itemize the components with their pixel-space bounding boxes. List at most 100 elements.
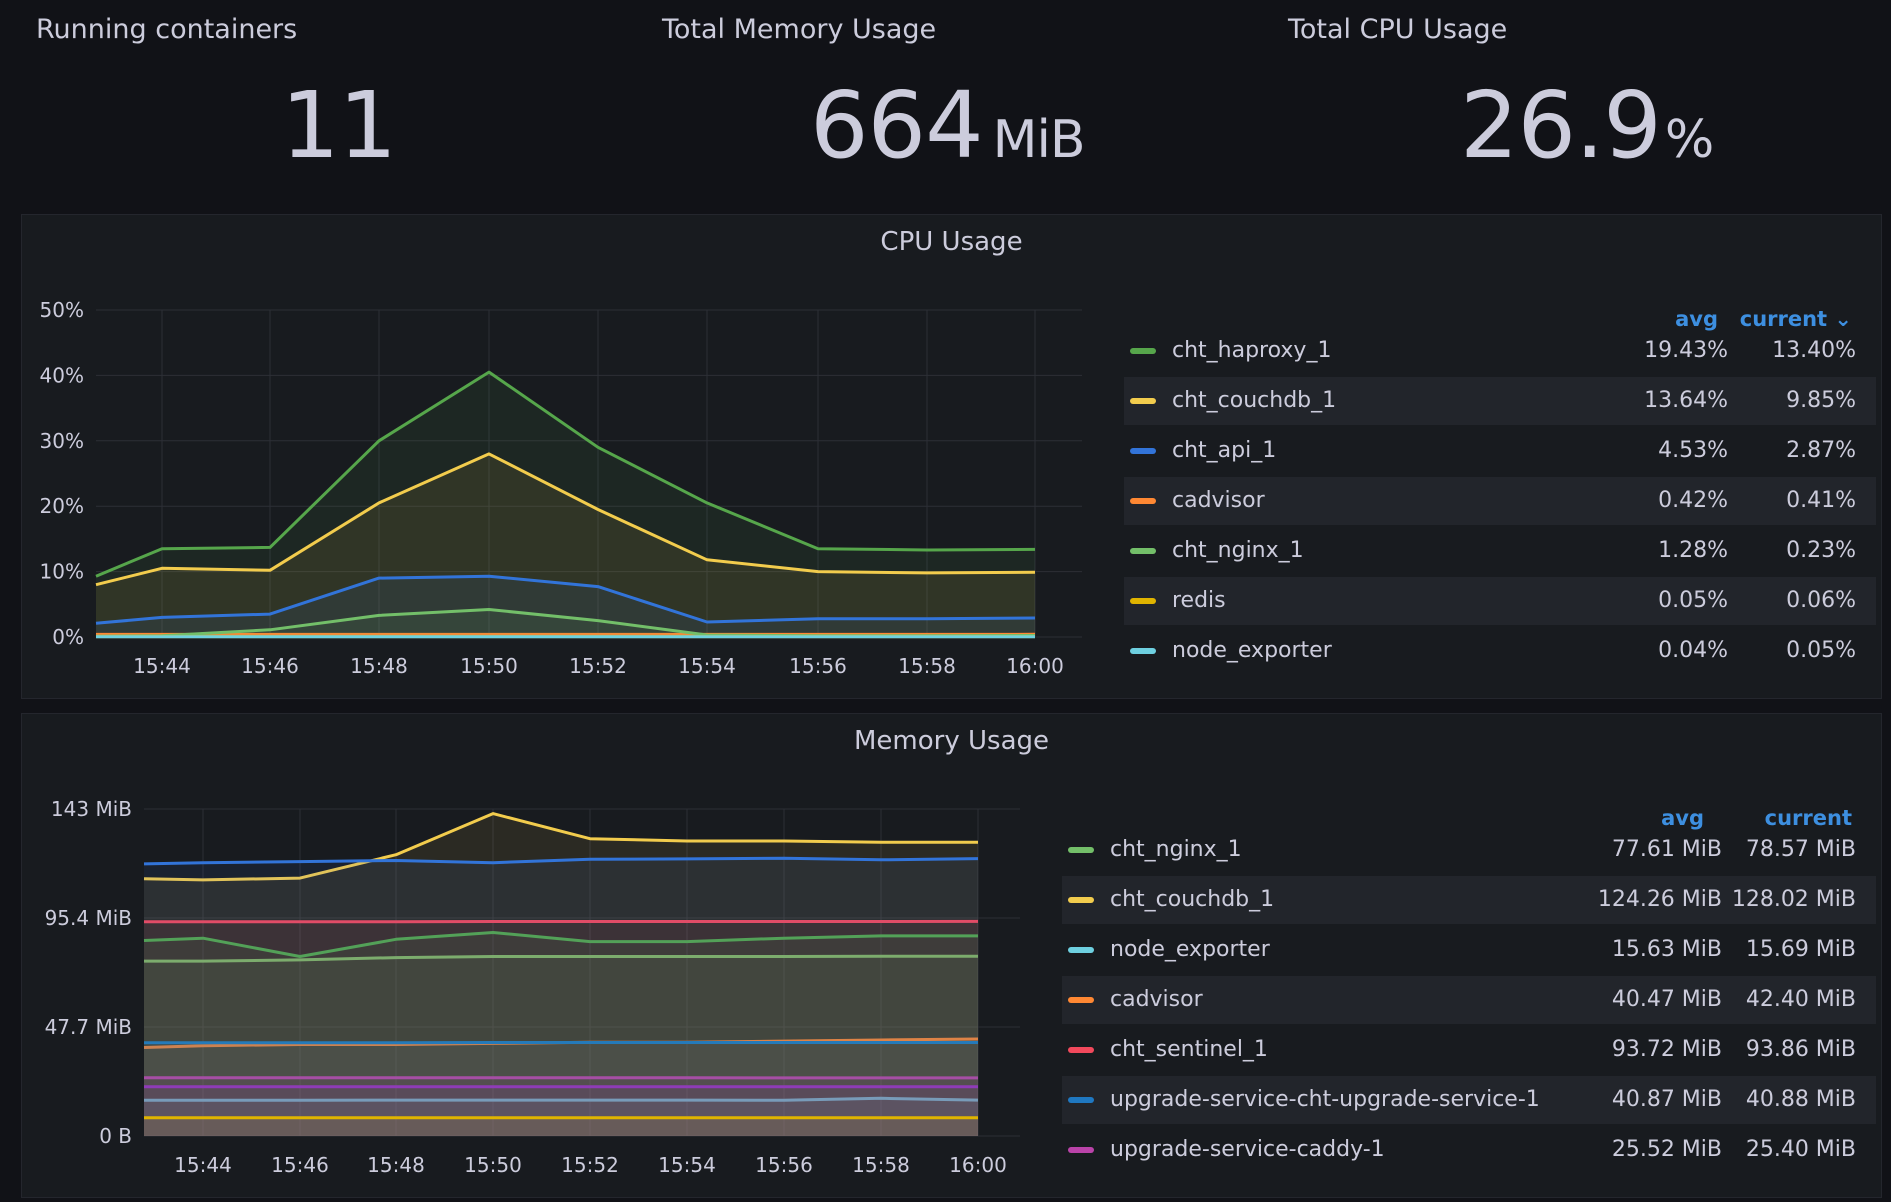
x-tick-label: 15:52 bbox=[569, 654, 627, 678]
legend-color-swatch bbox=[1130, 548, 1156, 554]
legend-series-name: cht_nginx_1 bbox=[1172, 538, 1304, 563]
series-line[interactable] bbox=[143, 856, 979, 866]
memory-unit: MiB bbox=[992, 110, 1086, 170]
x-tick-label: 15:48 bbox=[350, 654, 408, 678]
legend-current-value: 40.88 MiB bbox=[1745, 1087, 1856, 1112]
legend-color-swatch bbox=[1130, 648, 1156, 654]
legend-avg-value: 40.87 MiB bbox=[1611, 1087, 1722, 1112]
series-area bbox=[144, 921, 978, 1136]
series-line[interactable] bbox=[144, 954, 978, 963]
legend-item[interactable]: redis 0.05% 0.06% bbox=[1124, 577, 1876, 625]
x-tick-label: 15:46 bbox=[271, 1153, 329, 1177]
legend-current-value: 0.05% bbox=[1786, 638, 1856, 663]
series-line[interactable] bbox=[143, 931, 978, 958]
legend-current-value: 15.69 MiB bbox=[1745, 937, 1856, 962]
legend-avg-value: 15.63 MiB bbox=[1611, 937, 1722, 962]
x-tick-label: 15:56 bbox=[789, 654, 847, 678]
y-tick-label: 10% bbox=[40, 560, 84, 584]
series-line[interactable] bbox=[95, 452, 1036, 587]
memory-usage-chart[interactable]: 0 B 47.7 MiB 95.4 MiB 143 MiB 15:44 15:46 15:4… bbox=[22, 714, 1062, 1199]
memory-value: 664 bbox=[810, 72, 984, 179]
legend-series-name: node_exporter bbox=[1110, 937, 1270, 962]
stat-value-cpu: 26.9% bbox=[1460, 80, 1714, 172]
x-tick-label: 15:58 bbox=[898, 654, 956, 678]
legend-avg-value: 0.04% bbox=[1658, 638, 1728, 663]
legend-series-name: cht_sentinel_1 bbox=[1110, 1037, 1268, 1062]
legend-color-swatch bbox=[1068, 947, 1094, 953]
x-tick-label: 15:44 bbox=[133, 654, 191, 678]
legend-current-value: 78.57 MiB bbox=[1745, 837, 1856, 862]
series-line[interactable] bbox=[144, 1096, 979, 1102]
legend-avg-value: 13.64% bbox=[1644, 388, 1728, 413]
legend-current-value: 0.41% bbox=[1786, 488, 1856, 513]
legend-avg-value: 0.05% bbox=[1658, 588, 1728, 613]
legend-item[interactable]: upgrade-service-caddy-1 25.52 MiB 25.40 Mi… bbox=[1062, 1126, 1876, 1174]
memory-usage-panel[interactable]: Memory Usage 0 B 47.7 MiB 95.4 MiB 143 MiB 1… bbox=[21, 713, 1882, 1198]
memory-panel-title[interactable]: Memory Usage bbox=[853, 726, 1049, 756]
legend-avg-value: 4.53% bbox=[1658, 438, 1728, 463]
series-line[interactable] bbox=[143, 812, 978, 882]
legend-series-name: cht_nginx_1 bbox=[1110, 837, 1242, 862]
series-area bbox=[96, 609, 1035, 637]
legend-series-name: cht_haproxy_1 bbox=[1172, 338, 1332, 363]
y-tick-label: 95.4 MiB bbox=[45, 906, 132, 930]
legend-avg-header[interactable]: avg bbox=[1661, 806, 1704, 830]
x-tick-label: 15:52 bbox=[561, 1153, 619, 1177]
series-line[interactable] bbox=[95, 370, 1036, 578]
legend-avg-value: 19.43% bbox=[1644, 338, 1728, 363]
cpu-usage-panel[interactable]: CPU Usage 0% 10% 20% 30% 40% 50% 15:44 15:46 15:… bbox=[21, 214, 1882, 699]
cpu-usage-chart[interactable]: 0% 10% 20% 30% 40% 50% 15:44 15:46 15:48 15:50 15:… bbox=[22, 215, 1122, 700]
x-tick-label: 15:44 bbox=[174, 1153, 232, 1177]
legend-item[interactable]: cadvisor 40.47 MiB 42.40 MiB bbox=[1062, 976, 1876, 1024]
legend-avg-value: 93.72 MiB bbox=[1611, 1037, 1722, 1062]
legend-current-value: 128.02 MiB bbox=[1731, 887, 1856, 912]
x-tick-label: 15:56 bbox=[755, 1153, 813, 1177]
x-tick-label: 16:00 bbox=[949, 1153, 1007, 1177]
y-tick-label: 30% bbox=[40, 429, 84, 453]
legend-current-value: 2.87% bbox=[1786, 438, 1856, 463]
legend-item[interactable]: cht_sentinel_1 93.72 MiB 93.86 MiB bbox=[1062, 1026, 1876, 1074]
legend-item[interactable]: cht_couchdb_1 13.64% 9.85% bbox=[1124, 377, 1876, 425]
legend-color-swatch bbox=[1068, 997, 1094, 1003]
legend-avg-value: 0.42% bbox=[1658, 488, 1728, 513]
legend-color-swatch bbox=[1068, 1147, 1094, 1153]
legend-current-value: 13.40% bbox=[1772, 338, 1856, 363]
y-tick-label: 143 MiB bbox=[51, 797, 132, 821]
stat-title-memory: Total Memory Usage bbox=[662, 14, 937, 45]
series-area bbox=[144, 858, 978, 1136]
legend-item[interactable]: node_exporter 0.04% 0.05% bbox=[1124, 627, 1876, 675]
legend-item[interactable]: cht_nginx_1 1.28% 0.23% bbox=[1124, 527, 1876, 575]
legend-item[interactable]: cht_couchdb_1 124.26 MiB 128.02 MiB bbox=[1062, 876, 1876, 924]
series-area bbox=[144, 932, 978, 1136]
legend-color-swatch bbox=[1130, 498, 1156, 504]
legend-series-name: cadvisor bbox=[1172, 488, 1265, 513]
legend-series-name: cht_couchdb_1 bbox=[1110, 887, 1275, 912]
cpu-value: 26.9 bbox=[1460, 72, 1662, 179]
legend-item[interactable]: node_exporter 15.63 MiB 15.69 MiB bbox=[1062, 926, 1876, 974]
legend-color-swatch bbox=[1130, 598, 1156, 604]
x-tick-label: 16:00 bbox=[1006, 654, 1064, 678]
legend-current-header[interactable]: current bbox=[1764, 806, 1852, 830]
legend-current-value: 9.85% bbox=[1786, 388, 1856, 413]
legend-color-swatch bbox=[1068, 1047, 1094, 1053]
legend-item[interactable]: cht_api_1 4.53% 2.87% bbox=[1124, 427, 1876, 475]
legend-series-name: upgrade-service-cht-upgrade-service-1 bbox=[1110, 1087, 1540, 1112]
legend-series-name: cht_api_1 bbox=[1172, 438, 1277, 463]
legend-item[interactable]: cht_haproxy_1 19.43% 13.40% bbox=[1124, 327, 1876, 375]
legend-avg-value: 1.28% bbox=[1658, 538, 1728, 563]
series-line[interactable] bbox=[95, 574, 1036, 625]
legend-item[interactable]: cht_nginx_1 77.61 MiB 78.57 MiB bbox=[1062, 826, 1876, 874]
legend-avg-value: 124.26 MiB bbox=[1597, 887, 1722, 912]
legend-item[interactable]: cadvisor 0.42% 0.41% bbox=[1124, 477, 1876, 525]
x-tick-label: 15:54 bbox=[658, 1153, 716, 1177]
series-area bbox=[144, 1117, 978, 1136]
series-area bbox=[144, 1042, 978, 1136]
legend-current-header[interactable]: current ⌄ bbox=[1739, 307, 1852, 331]
legend-item[interactable]: upgrade-service-cht-upgrade-service-1 40.… bbox=[1062, 1076, 1876, 1124]
cpu-panel-title[interactable]: CPU Usage bbox=[880, 227, 1023, 257]
y-tick-label: 50% bbox=[40, 298, 84, 322]
running-count: 11 bbox=[281, 72, 397, 179]
legend-current-value: 0.06% bbox=[1786, 588, 1856, 613]
series-area bbox=[144, 1086, 978, 1136]
legend-avg-header[interactable]: avg bbox=[1675, 307, 1718, 331]
